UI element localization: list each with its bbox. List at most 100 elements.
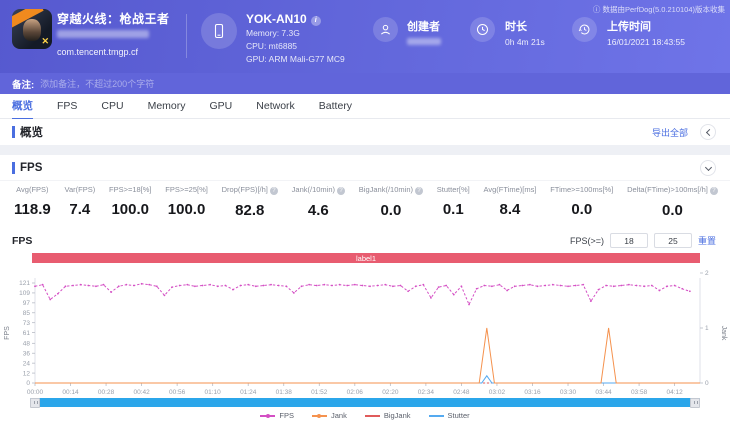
legend-item-stutter[interactable]: Stutter bbox=[428, 411, 470, 420]
legend-item-fps[interactable]: FPS bbox=[260, 411, 294, 420]
svg-text:00:14: 00:14 bbox=[62, 389, 79, 396]
device-memory: Memory: 7.3G bbox=[246, 28, 300, 38]
fps-threshold-label: FPS(>=) bbox=[569, 235, 604, 246]
device-name: YOK-AN10 i bbox=[246, 12, 321, 26]
svg-text:73: 73 bbox=[23, 320, 31, 327]
legend-marker bbox=[364, 414, 380, 417]
duration-value: 0h 4m 21s bbox=[505, 37, 545, 47]
chart-label1-banner: label1 bbox=[32, 253, 700, 263]
stat-label: Delta(FTime)>100ms[/h]? bbox=[627, 185, 718, 195]
svg-text:00:00: 00:00 bbox=[27, 389, 44, 396]
stat-value: 0.0 bbox=[571, 201, 593, 218]
stat-var-fps-: Var(FPS) 7.4 bbox=[65, 185, 96, 229]
stat-avg-fps-: Avg(FPS) 118.9 bbox=[14, 185, 51, 229]
report-header: ✕ 穿越火线：枪战王者 com.tencent.tmgp.cf YOK-AN10… bbox=[0, 0, 730, 73]
creator-label: 创建者 bbox=[407, 21, 440, 33]
svg-text:121: 121 bbox=[19, 280, 30, 287]
legend-marker bbox=[260, 413, 276, 418]
scrollbar-left-handle[interactable] bbox=[30, 397, 40, 408]
scrollbar-right-handle[interactable] bbox=[690, 397, 700, 408]
svg-text:2: 2 bbox=[705, 270, 709, 277]
stat-label: Var(FPS) bbox=[64, 185, 96, 194]
legend-marker bbox=[428, 414, 444, 417]
reset-link[interactable]: 重置 bbox=[697, 236, 716, 246]
svg-text:02:20: 02:20 bbox=[382, 389, 399, 396]
info-icon[interactable]: ? bbox=[337, 187, 346, 195]
fps-collapse-button[interactable] bbox=[700, 160, 716, 176]
stat-value: 100.0 bbox=[167, 201, 206, 218]
svg-text:03:44: 03:44 bbox=[595, 389, 612, 396]
stat-value: 0.0 bbox=[380, 202, 402, 219]
stat-ftime-100ms-: FTime>=100ms[%] 0.0 bbox=[550, 185, 613, 229]
legend-label: Stutter bbox=[447, 411, 470, 420]
overview-section-header: 概览 导出全部 bbox=[0, 119, 730, 145]
stat-jank-10min-: Jank(/10min)? 4.6 bbox=[292, 185, 346, 229]
svg-text:03:02: 03:02 bbox=[489, 389, 506, 396]
tab-memory[interactable]: Memory bbox=[147, 100, 186, 112]
svg-text:FPS: FPS bbox=[4, 326, 11, 340]
svg-text:02:48: 02:48 bbox=[453, 389, 470, 396]
chart-scrollbar[interactable] bbox=[30, 397, 700, 408]
svg-text:01:24: 01:24 bbox=[240, 389, 257, 396]
svg-text:48: 48 bbox=[23, 341, 31, 348]
svg-text:109: 109 bbox=[19, 290, 30, 297]
redacted-creator-name bbox=[407, 38, 441, 45]
svg-text:12: 12 bbox=[23, 370, 31, 377]
fps-title: FPS bbox=[20, 161, 43, 174]
svg-text:Jank: Jank bbox=[720, 326, 727, 341]
stat-value: 0.1 bbox=[442, 201, 464, 218]
stat-label: BigJank(/10min)? bbox=[359, 185, 423, 195]
info-icon[interactable]: ? bbox=[415, 187, 423, 195]
svg-text:0: 0 bbox=[705, 380, 709, 387]
upload-time-icon bbox=[572, 17, 597, 42]
svg-text:00:28: 00:28 bbox=[98, 389, 115, 396]
upload-time-label: 上传时间 bbox=[607, 21, 651, 33]
svg-text:01:10: 01:10 bbox=[205, 389, 222, 396]
tab-gpu[interactable]: GPU bbox=[209, 100, 233, 112]
stat-fps-18-: FPS>=18[%] 100.0 bbox=[109, 185, 152, 229]
redacted-account bbox=[57, 30, 149, 38]
legend-item-jank[interactable]: Jank bbox=[311, 411, 347, 420]
stat-bigjank-10min-: BigJank(/10min)? 0.0 bbox=[359, 185, 423, 229]
device-info-icon[interactable]: i bbox=[310, 16, 321, 26]
svg-text:02:06: 02:06 bbox=[347, 389, 364, 396]
svg-text:00:56: 00:56 bbox=[169, 389, 186, 396]
fps-threshold-high-input[interactable] bbox=[653, 233, 692, 248]
tab-fps[interactable]: FPS bbox=[57, 100, 78, 112]
chart-controls: FPS FPS(>=) 重置 bbox=[12, 233, 716, 253]
fps-threshold-low-input[interactable] bbox=[609, 233, 648, 248]
stat-drop-fps-h-: Drop(FPS)[/h]? 82.8 bbox=[222, 185, 278, 229]
tab-overview[interactable]: 概览 bbox=[12, 93, 33, 120]
export-all-link[interactable]: 导出全部 bbox=[651, 127, 688, 138]
perfdog-version-note: ⓘ 数据由PerfDog(5.0.210104)版本收集 bbox=[592, 5, 725, 14]
stat-value: 82.8 bbox=[235, 202, 265, 219]
duration-label: 时长 bbox=[505, 21, 527, 33]
fps-section-header: FPS bbox=[0, 155, 730, 181]
report-tabs: 概览 FPS CPU Memory GPU Network Battery bbox=[0, 93, 730, 120]
stat-label: FPS>=25[%] bbox=[165, 185, 208, 194]
info-icon[interactable]: ? bbox=[269, 187, 278, 195]
game-app-icon: ✕ bbox=[12, 9, 52, 49]
tab-battery[interactable]: Battery bbox=[318, 100, 353, 112]
note-bar: 备注: bbox=[0, 73, 730, 94]
weapon-mark: ✕ bbox=[41, 36, 49, 46]
header-divider bbox=[186, 14, 187, 58]
stat-value: 4.6 bbox=[307, 202, 329, 219]
device-cpu: CPU: mt6885 bbox=[246, 41, 298, 51]
svg-text:61: 61 bbox=[23, 330, 31, 337]
tab-network[interactable]: Network bbox=[256, 100, 295, 112]
stat-value: 8.4 bbox=[499, 201, 521, 218]
legend-item-bigjank[interactable]: BigJank bbox=[364, 411, 411, 420]
info-icon[interactable]: ? bbox=[709, 187, 718, 195]
device-gpu: GPU: ARM Mali-G77 MC9 bbox=[246, 54, 345, 64]
svg-text:03:16: 03:16 bbox=[524, 389, 541, 396]
collapse-left-button[interactable] bbox=[700, 124, 716, 140]
stat-label: Jank(/10min)? bbox=[292, 185, 346, 195]
game-title: 穿越火线：枪战王者 bbox=[57, 12, 170, 26]
stat-stutter-: Stutter[%] 0.1 bbox=[437, 185, 470, 229]
tab-cpu[interactable]: CPU bbox=[101, 100, 124, 112]
note-input[interactable] bbox=[40, 78, 441, 89]
character-art bbox=[23, 19, 41, 41]
duration-icon bbox=[470, 17, 495, 42]
